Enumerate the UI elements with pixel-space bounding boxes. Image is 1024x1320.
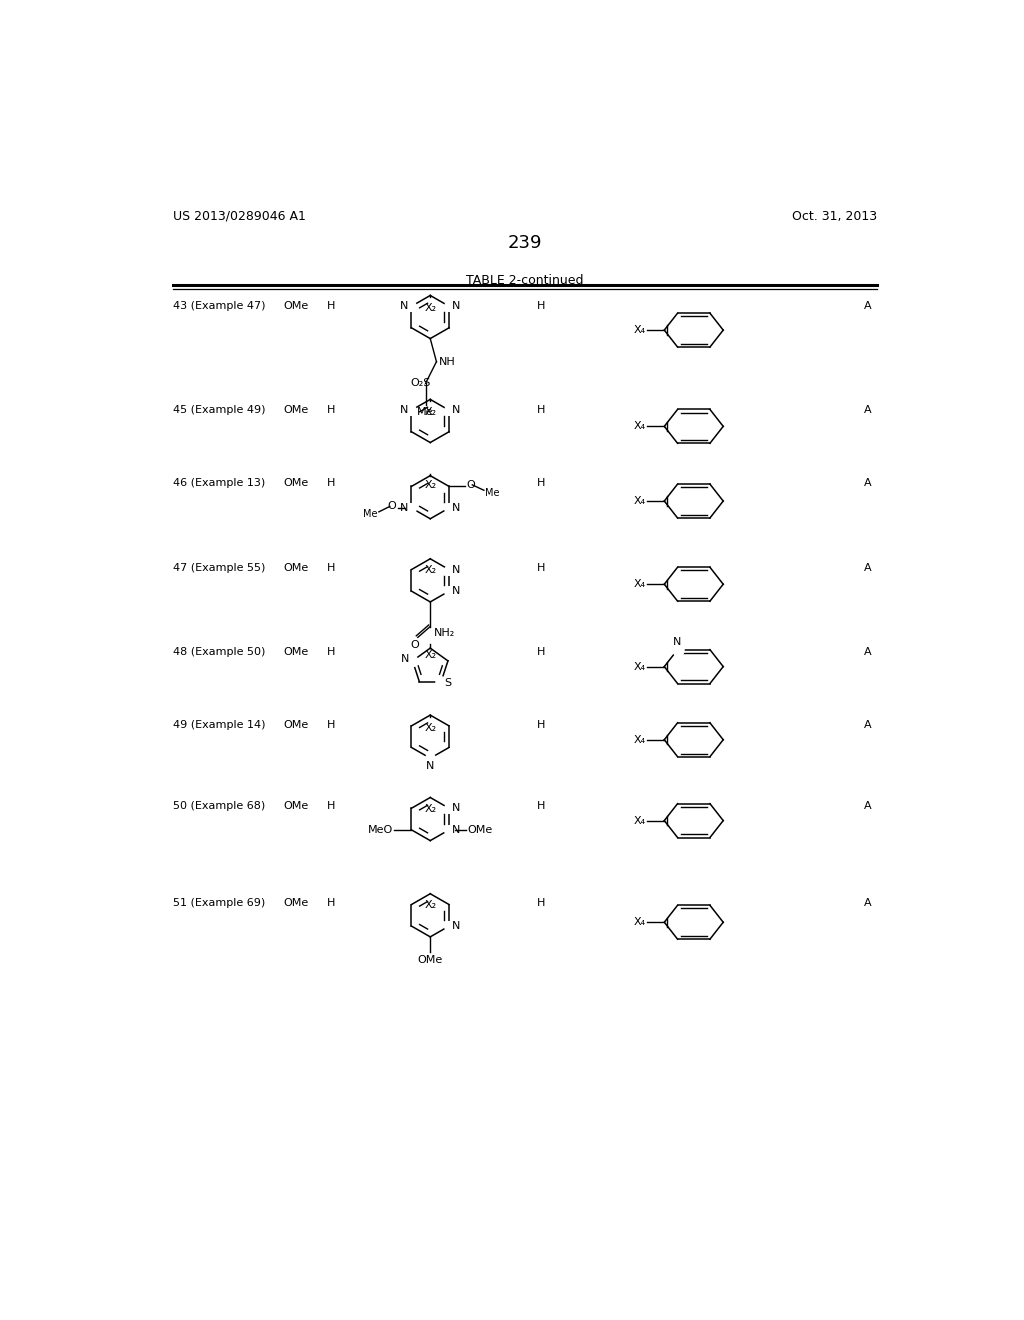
Text: H: H <box>327 562 335 573</box>
Text: H: H <box>538 562 546 573</box>
Text: 47 (Example 55): 47 (Example 55) <box>173 562 265 573</box>
Text: S: S <box>444 678 452 688</box>
Text: N: N <box>400 503 409 513</box>
Text: H: H <box>538 801 546 812</box>
Text: Oct. 31, 2013: Oct. 31, 2013 <box>792 210 877 223</box>
Text: Me: Me <box>485 487 500 498</box>
Text: X₂: X₂ <box>424 649 436 660</box>
Text: N: N <box>453 301 461 312</box>
Text: H: H <box>538 301 546 310</box>
Text: OMe: OMe <box>283 301 308 310</box>
Text: H: H <box>538 405 546 414</box>
Text: TABLE 2-continued: TABLE 2-continued <box>466 275 584 286</box>
Text: A: A <box>864 405 871 414</box>
Text: X₄: X₄ <box>634 661 646 672</box>
Text: NH₂: NH₂ <box>434 628 456 638</box>
Text: N: N <box>674 638 682 647</box>
Text: X₄: X₄ <box>634 325 646 335</box>
Text: N: N <box>400 301 409 312</box>
Text: H: H <box>327 898 335 908</box>
Text: H: H <box>538 721 546 730</box>
Text: N: N <box>426 762 434 771</box>
Text: 45 (Example 49): 45 (Example 49) <box>173 405 265 414</box>
Text: A: A <box>864 801 871 812</box>
Text: 46 (Example 13): 46 (Example 13) <box>173 478 265 488</box>
Text: H: H <box>327 301 335 310</box>
Text: X₂: X₂ <box>424 900 436 909</box>
Text: H: H <box>538 898 546 908</box>
Text: H: H <box>538 647 546 657</box>
Text: 239: 239 <box>508 234 542 252</box>
Text: A: A <box>864 562 871 573</box>
Text: O: O <box>411 640 419 651</box>
Text: OMe: OMe <box>468 825 493 834</box>
Text: X₂: X₂ <box>424 407 436 417</box>
Text: OMe: OMe <box>283 647 308 657</box>
Text: 50 (Example 68): 50 (Example 68) <box>173 801 265 812</box>
Text: Me: Me <box>362 510 378 519</box>
Text: O₂S: O₂S <box>410 379 430 388</box>
Text: N: N <box>401 655 410 664</box>
Text: H: H <box>327 478 335 488</box>
Text: OMe: OMe <box>283 898 308 908</box>
Text: MeO: MeO <box>368 825 393 834</box>
Text: X₄: X₄ <box>634 816 646 825</box>
Text: X₂: X₂ <box>424 804 436 813</box>
Text: N: N <box>453 804 461 813</box>
Text: X₂: X₂ <box>424 565 436 576</box>
Text: OMe: OMe <box>283 801 308 812</box>
Text: 43 (Example 47): 43 (Example 47) <box>173 301 265 310</box>
Text: H: H <box>327 721 335 730</box>
Text: X₄: X₄ <box>634 496 646 506</box>
Text: 48 (Example 50): 48 (Example 50) <box>173 647 265 657</box>
Text: O: O <box>466 480 475 490</box>
Text: N: N <box>453 921 461 931</box>
Text: N: N <box>453 825 461 834</box>
Text: OMe: OMe <box>283 478 308 488</box>
Text: H: H <box>327 647 335 657</box>
Text: OMe: OMe <box>418 954 442 965</box>
Text: A: A <box>864 898 871 908</box>
Text: Me: Me <box>418 407 434 417</box>
Text: OMe: OMe <box>283 721 308 730</box>
Text: X₄: X₄ <box>634 579 646 589</box>
Text: N: N <box>453 565 461 574</box>
Text: A: A <box>864 478 871 488</box>
Text: NH: NH <box>438 356 456 367</box>
Text: X₄: X₄ <box>634 421 646 432</box>
Text: H: H <box>538 478 546 488</box>
Text: X₂: X₂ <box>424 723 436 733</box>
Text: A: A <box>864 721 871 730</box>
Text: A: A <box>864 301 871 310</box>
Text: N: N <box>453 586 461 597</box>
Text: N: N <box>400 405 409 416</box>
Text: X₄: X₄ <box>634 735 646 744</box>
Text: A: A <box>864 647 871 657</box>
Text: N: N <box>453 405 461 416</box>
Text: X₂: X₂ <box>424 304 436 313</box>
Text: H: H <box>327 405 335 414</box>
Text: 51 (Example 69): 51 (Example 69) <box>173 898 265 908</box>
Text: OMe: OMe <box>283 405 308 414</box>
Text: 49 (Example 14): 49 (Example 14) <box>173 721 265 730</box>
Text: US 2013/0289046 A1: US 2013/0289046 A1 <box>173 210 306 223</box>
Text: H: H <box>327 801 335 812</box>
Text: O: O <box>387 502 396 511</box>
Text: X₂: X₂ <box>424 480 436 490</box>
Text: OMe: OMe <box>283 562 308 573</box>
Text: N: N <box>453 503 461 513</box>
Text: X₄: X₄ <box>634 917 646 927</box>
